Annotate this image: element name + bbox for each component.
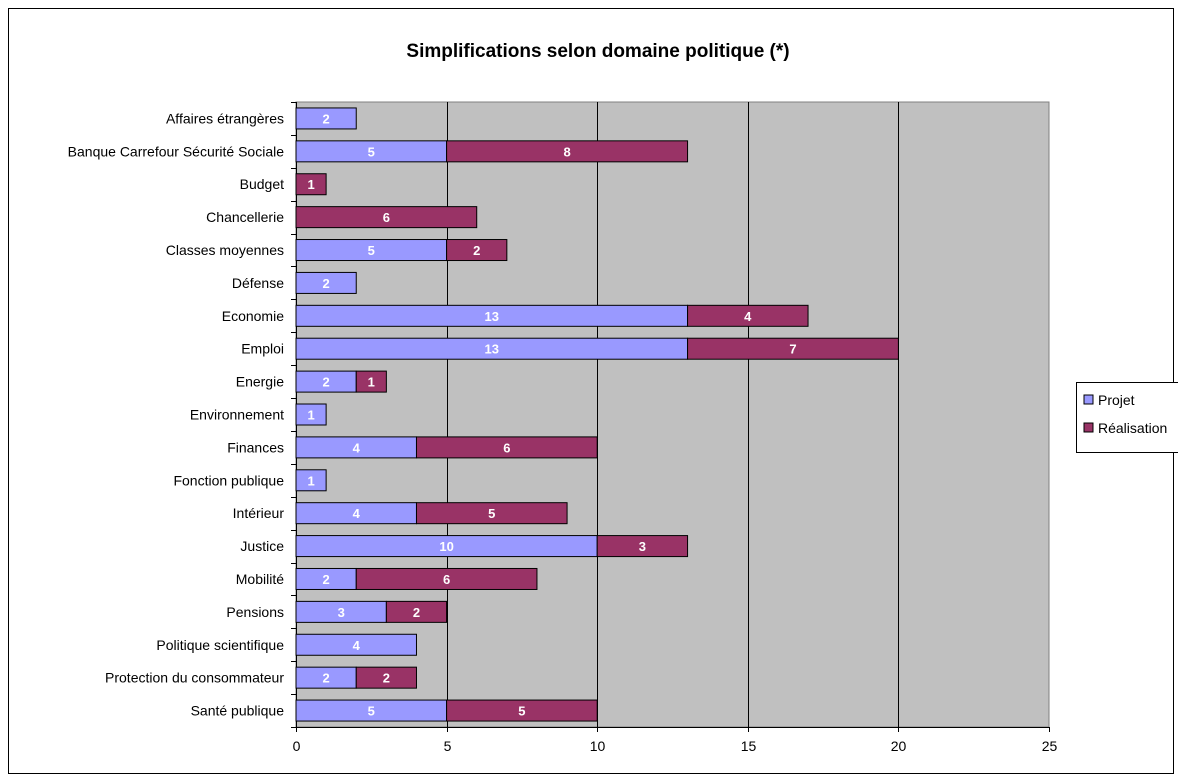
- data-label: 4: [744, 309, 752, 324]
- bar-projet: [295, 107, 357, 130]
- data-label: 7: [789, 342, 796, 357]
- category-label: Economie: [222, 308, 284, 324]
- bar-realisation: [596, 535, 689, 558]
- data-label: 2: [323, 111, 330, 126]
- data-label: 1: [368, 375, 375, 390]
- x-tick-label: 25: [1042, 738, 1058, 754]
- bar-realisation: [355, 666, 417, 689]
- category-label: Défense: [232, 275, 284, 291]
- legend-swatch: [1083, 394, 1094, 405]
- bar-realisation: [295, 206, 478, 229]
- data-label: 3: [338, 605, 345, 620]
- bar-realisation: [355, 567, 538, 590]
- x-tick-label: 5: [444, 738, 452, 754]
- data-label: 2: [323, 572, 330, 587]
- x-tick-label: 10: [590, 738, 606, 754]
- category-label: Finances: [227, 439, 284, 455]
- bar-realisation: [446, 699, 598, 722]
- data-label: 1: [307, 473, 314, 488]
- data-label: 5: [368, 243, 375, 258]
- legend-label: Projet: [1098, 392, 1135, 408]
- plot-background: [295, 101, 1050, 728]
- data-label: 10: [439, 539, 453, 554]
- data-label: 2: [323, 276, 330, 291]
- data-label: 5: [368, 144, 375, 159]
- category-label: Mobilité: [236, 571, 284, 587]
- bar-projet: [295, 633, 417, 656]
- x-tick-label: 15: [741, 738, 757, 754]
- category-label: Emploi: [241, 341, 284, 357]
- chart-title: Simplifications selon domaine politique …: [406, 41, 789, 62]
- bar-projet: [295, 469, 327, 492]
- bar-realisation: [446, 140, 689, 163]
- bar-realisation: [385, 600, 448, 623]
- data-label: 3: [639, 539, 646, 554]
- legend-swatch: [1083, 422, 1094, 433]
- category-label: Banque Carrefour Sécurité Sociale: [68, 143, 285, 159]
- data-label: 2: [323, 671, 330, 686]
- category-label: Santé publique: [191, 703, 285, 719]
- category-label: Justice: [240, 538, 284, 554]
- data-label: 2: [383, 671, 390, 686]
- category-label: Pensions: [226, 604, 284, 620]
- data-label: 2: [473, 243, 480, 258]
- bar-realisation: [295, 173, 327, 196]
- category-label: Budget: [240, 176, 284, 192]
- bar-projet: [295, 403, 327, 426]
- bar-realisation: [687, 304, 809, 327]
- category-label: Intérieur: [233, 505, 285, 521]
- category-label: Fonction publique: [173, 472, 284, 488]
- data-label: 13: [485, 309, 499, 324]
- data-label: 8: [563, 144, 570, 159]
- legend: Projet Réalisation: [1076, 382, 1178, 453]
- data-label: 6: [503, 440, 510, 455]
- category-label: Energie: [236, 374, 284, 390]
- bar-projet: [295, 271, 357, 294]
- category-label: Politique scientifique: [156, 637, 284, 653]
- data-label: 2: [323, 375, 330, 390]
- x-tick-label: 0: [293, 738, 301, 754]
- category-label: Classes moyennes: [166, 242, 284, 258]
- legend-box: [1076, 382, 1178, 453]
- data-label: 2: [413, 605, 420, 620]
- bar-realisation: [355, 370, 387, 393]
- bar-realisation: [446, 239, 508, 262]
- data-label: 4: [353, 440, 361, 455]
- data-label: 4: [353, 506, 361, 521]
- data-label: 5: [368, 704, 375, 719]
- data-label: 1: [307, 177, 314, 192]
- data-label: 6: [443, 572, 450, 587]
- category-label: Environnement: [190, 407, 284, 423]
- category-label: Affaires étrangères: [166, 110, 284, 126]
- bar-realisation: [687, 337, 899, 360]
- data-label: 4: [353, 638, 361, 653]
- legend-label: Réalisation: [1098, 420, 1167, 436]
- data-label: 13: [485, 342, 499, 357]
- category-label: Protection du consommateur: [105, 670, 284, 686]
- data-label: 1: [307, 408, 314, 423]
- category-label: Chancellerie: [206, 209, 284, 225]
- bar-realisation: [415, 436, 598, 459]
- data-label: 5: [488, 506, 495, 521]
- x-tick-label: 20: [891, 738, 907, 754]
- data-label: 6: [383, 210, 390, 225]
- data-label: 5: [518, 704, 525, 719]
- bar-realisation: [415, 502, 568, 525]
